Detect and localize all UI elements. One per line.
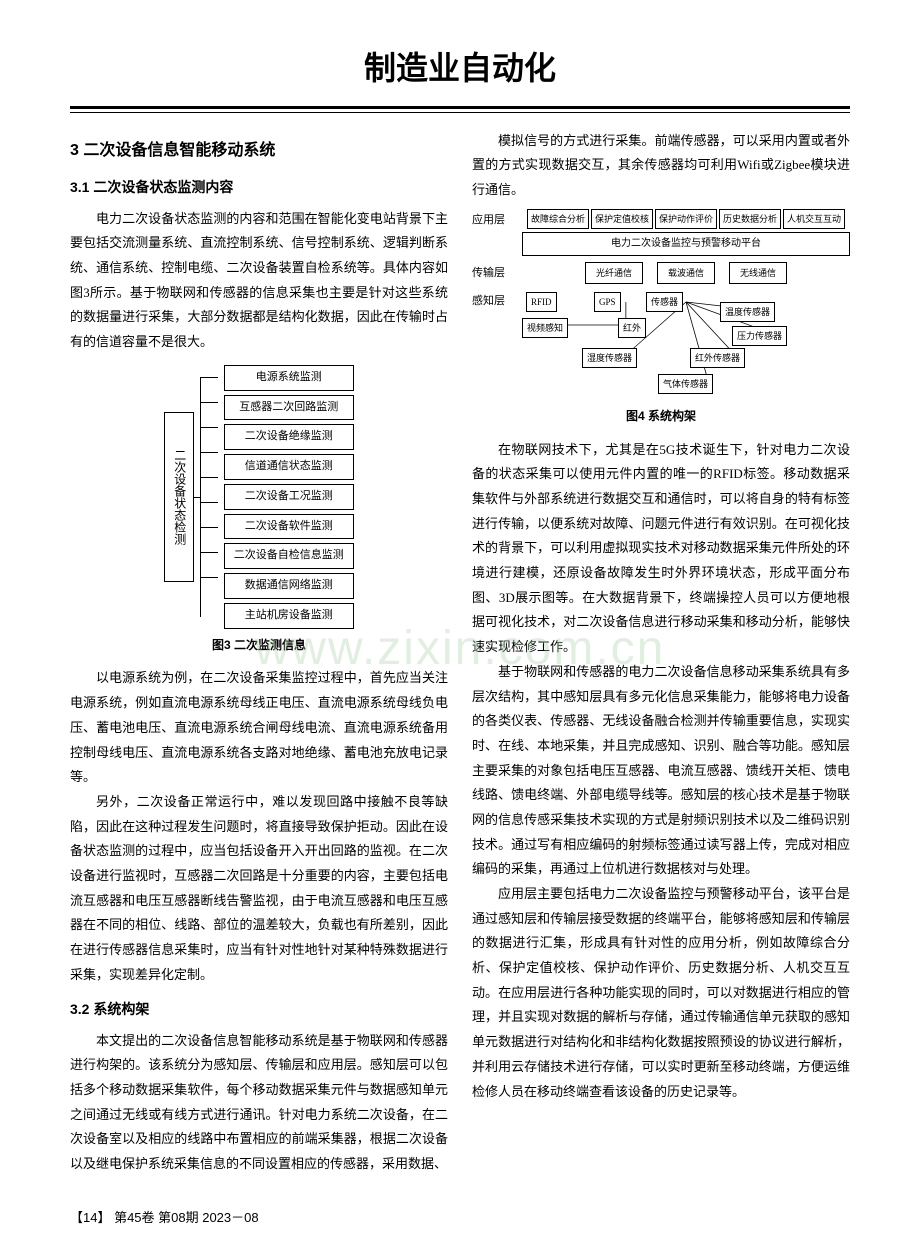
tree-items: 电源系统监测互感器二次回路监测二次设备绝缘监测信道通信状态监测二次设备工况监测二… bbox=[224, 365, 354, 629]
sense-pressure: 压力传感器 bbox=[732, 326, 787, 346]
sense-video: 视频感知 bbox=[522, 318, 568, 338]
figure-4-caption: 图4 系统构架 bbox=[472, 406, 850, 428]
trans-box: 无线通信 bbox=[729, 262, 787, 284]
tree-item: 二次设备绝缘监测 bbox=[224, 424, 354, 450]
tree-item: 电源系统监测 bbox=[224, 365, 354, 391]
sense-ir-sensor: 红外传感器 bbox=[690, 348, 745, 368]
sense-rfid: RFID bbox=[526, 292, 557, 312]
figure-3-caption: 图3 二次监测信息 bbox=[70, 635, 448, 657]
tree-item: 二次设备工况监测 bbox=[224, 484, 354, 510]
two-column-layout: 3 二次设备信息智能移动系统 3.1 二次设备状态监测内容 电力二次设备状态监测… bbox=[70, 129, 850, 1177]
tree-connector bbox=[200, 365, 218, 629]
para-right-1: 模拟信号的方式进行采集。前端传感器，可以采用内置或者外置的方式实现数据交互，其余… bbox=[472, 129, 850, 203]
tree-item: 二次设备自检信息监测 bbox=[224, 543, 354, 569]
trans-box: 光纤通信 bbox=[585, 262, 643, 284]
app-box: 人机交互互动 bbox=[783, 209, 845, 229]
tree-item: 主站机房设备监测 bbox=[224, 603, 354, 629]
trans-boxes: 光纤通信载波通信无线通信 bbox=[522, 262, 850, 284]
section-3-2-title: 3.2 系统构架 bbox=[70, 997, 448, 1022]
tree-item: 数据通信网络监测 bbox=[224, 573, 354, 599]
figure-3: 二次设备状态检测 电源系统监测互感器二次回路监测二次设备绝缘监测信道通信状态监测… bbox=[70, 365, 448, 629]
trans-layer-label: 传输层 bbox=[472, 262, 514, 284]
sense-layer-label: 感知层 bbox=[472, 290, 514, 312]
sense-sensor: 传感器 bbox=[646, 292, 683, 312]
tree-root: 二次设备状态检测 bbox=[164, 412, 194, 582]
journal-title: 制造业自动化 bbox=[70, 40, 850, 109]
app-platform: 电力二次设备监控与预警移动平台 bbox=[522, 232, 850, 256]
tree-item: 互感器二次回路监测 bbox=[224, 395, 354, 421]
para-3-1-1: 电力二次设备状态监测的内容和范围在智能化变电站背景下主要包括交流测量系统、直流控… bbox=[70, 207, 448, 355]
trans-layer: 传输层 光纤通信载波通信无线通信 bbox=[472, 262, 850, 284]
para-3-1-2: 以电源系统为例，在二次设备采集监控过程中，首先应当关注电源系统，例如直流电源系统… bbox=[70, 666, 448, 789]
right-column: 模拟信号的方式进行采集。前端传感器，可以采用内置或者外置的方式实现数据交互，其余… bbox=[472, 129, 850, 1177]
sense-ir: 红外 bbox=[618, 318, 646, 338]
para-right-3: 基于物联网和传感器的电力二次设备信息移动采集系统具有多层次结构，其中感知层具有多… bbox=[472, 660, 850, 882]
sense-gas: 气体传感器 bbox=[658, 374, 713, 394]
para-3-1-3: 另外，二次设备正常运行中，难以发现回路中接触不良等缺陷，因此在这种过程发生问题时… bbox=[70, 790, 448, 988]
sense-gps: GPS bbox=[594, 292, 621, 312]
app-layer-label: 应用层 bbox=[472, 209, 514, 231]
app-box: 故障综合分析 bbox=[527, 209, 589, 229]
para-right-4: 应用层主要包括电力二次设备监控与预警移动平台，该平台是通过感知层和传输层接受数据… bbox=[472, 882, 850, 1104]
tree-item: 信道通信状态监测 bbox=[224, 454, 354, 480]
app-layer: 应用层 故障综合分析保护定值校核保护动作评价历史数据分析人机交互互动 电力二次设… bbox=[472, 209, 850, 256]
tree-item: 二次设备软件监测 bbox=[224, 514, 354, 540]
section-3-1-title: 3.1 二次设备状态监测内容 bbox=[70, 175, 448, 200]
app-box: 历史数据分析 bbox=[719, 209, 781, 229]
page-footer: 【14】 第45卷 第08期 2023－08 bbox=[70, 1206, 259, 1229]
figure-4: 应用层 故障综合分析保护定值校核保护动作评价历史数据分析人机交互互动 电力二次设… bbox=[472, 209, 850, 400]
sense-humidity: 湿度传感器 bbox=[582, 348, 637, 368]
para-right-2: 在物联网技术下，尤其是在5G技术诞生下，针对电力二次设备的状态采集可以使用元件内… bbox=[472, 438, 850, 660]
section-3-title: 3 二次设备信息智能移动系统 bbox=[70, 137, 448, 166]
left-column: 3 二次设备信息智能移动系统 3.1 二次设备状态监测内容 电力二次设备状态监测… bbox=[70, 129, 448, 1177]
para-3-2-1: 本文提出的二次设备信息智能移动系统是基于物联网和传感器进行构架的。该系统分为感知… bbox=[70, 1029, 448, 1177]
app-box: 保护动作评价 bbox=[655, 209, 717, 229]
sense-diagram: RFID GPS 传感器 视频感知 红外 温度传感器 压力传感器 湿度传感器 红… bbox=[522, 290, 850, 400]
sense-temp: 温度传感器 bbox=[720, 302, 775, 322]
tree-diagram: 二次设备状态检测 电源系统监测互感器二次回路监测二次设备绝缘监测信道通信状态监测… bbox=[164, 365, 354, 629]
sense-layer: 感知层 RFID GPS 传感器 视频感知 bbox=[472, 290, 850, 400]
trans-box: 载波通信 bbox=[657, 262, 715, 284]
app-box: 保护定值校核 bbox=[591, 209, 653, 229]
app-boxes: 故障综合分析保护定值校核保护动作评价历史数据分析人机交互互动 bbox=[522, 209, 850, 229]
